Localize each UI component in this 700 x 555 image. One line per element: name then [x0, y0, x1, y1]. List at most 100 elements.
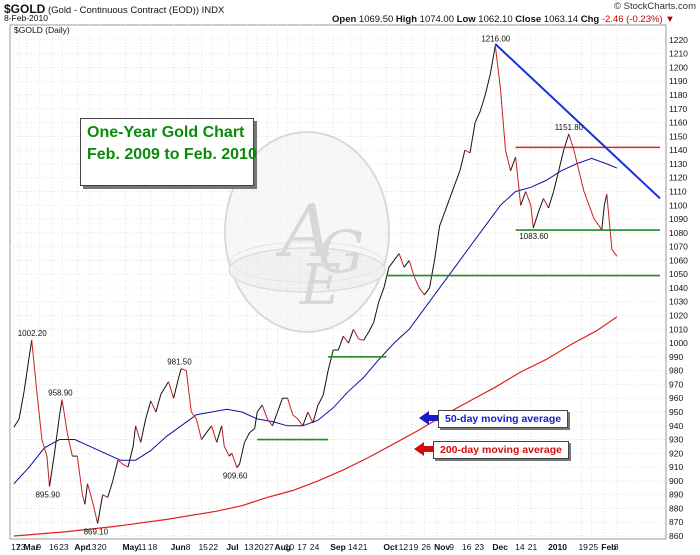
price-annotation: 1151.80 — [555, 123, 584, 132]
price-segment — [444, 198, 451, 213]
symbol-description: (Gold - Continuous Contract (EOD)) — [47, 5, 199, 16]
price-segment — [530, 205, 534, 228]
low-label: Low — [456, 14, 476, 25]
x-tick-label: 17 — [11, 542, 21, 552]
y-tick-label: 930 — [669, 435, 683, 445]
brand-text: © StockCharts.com — [614, 1, 696, 12]
x-tick-label: 13 — [87, 542, 97, 552]
open-value: 1069.50 — [358, 14, 394, 25]
price-annotation: 981.50 — [167, 358, 192, 367]
price-segment — [150, 400, 157, 413]
ma200-arrow-icon — [414, 442, 433, 456]
price-segment — [388, 260, 395, 268]
price-segment — [292, 414, 299, 420]
x-tick-label: 13 — [244, 542, 254, 552]
price-segment — [378, 287, 385, 302]
x-tick-label: 9 — [449, 542, 454, 552]
price-segment — [423, 287, 430, 296]
price-segment — [81, 494, 86, 505]
price-segment — [479, 94, 486, 112]
price-segment — [601, 205, 605, 231]
price-segment — [155, 393, 162, 413]
price-segment — [327, 349, 334, 371]
price-segment — [201, 432, 207, 440]
x-tick-label: Feb — [601, 542, 616, 552]
x-tick-label: 10 — [285, 542, 295, 552]
y-tick-label: 880 — [669, 503, 683, 513]
level-lines — [257, 43, 661, 441]
price-segment — [353, 329, 359, 340]
price-segment — [358, 338, 364, 341]
price-segment — [611, 249, 618, 257]
price-segment — [231, 453, 238, 468]
low-value: 1062.10 — [478, 14, 513, 25]
x-tick-label: 18 — [148, 542, 158, 552]
price-segment — [122, 463, 129, 468]
price-segment — [505, 149, 511, 171]
x-tick-label: Oct — [383, 542, 397, 552]
y-tick-label: 1110 — [669, 186, 687, 196]
x-tick-label: 23 — [59, 542, 69, 552]
y-tick-label: 1200 — [669, 62, 688, 72]
price-segment — [515, 156, 522, 206]
price-segment — [398, 253, 405, 268]
price-segment — [84, 483, 88, 505]
high-label: High — [395, 14, 418, 25]
y-tick-label: 1020 — [669, 311, 688, 321]
price-segment — [160, 381, 169, 395]
x-tick-label: Apr — [74, 542, 89, 552]
price-segment — [322, 370, 329, 396]
price-segment — [383, 267, 390, 289]
price-segment — [373, 301, 380, 323]
price-segment — [583, 191, 590, 206]
close-label: Close — [515, 14, 542, 25]
x-tick-label: 25 — [589, 542, 599, 552]
price-segment — [18, 391, 25, 419]
price-segment — [525, 191, 532, 206]
price-segment — [135, 425, 142, 443]
y-tick-label: 1070 — [669, 242, 688, 252]
y-tick-label: 910 — [669, 462, 683, 472]
price-segment — [76, 456, 83, 495]
price-segment — [558, 149, 565, 171]
x-tick-label: Mar — [24, 542, 40, 552]
price-segment — [23, 356, 30, 392]
ma50-arrow-icon — [419, 411, 438, 425]
price-segment — [510, 156, 517, 171]
y-tick-label: 1080 — [669, 228, 688, 238]
x-tick-label: 23 — [16, 542, 26, 552]
y-tick-label: 1010 — [669, 324, 688, 334]
y-tick-label: 1030 — [669, 297, 688, 307]
y-tick-label: 950 — [669, 407, 683, 417]
x-tick-label: 20 — [97, 542, 107, 552]
y-tick-label: 1090 — [669, 214, 688, 224]
price-segment — [13, 418, 20, 428]
y-tick-label: 970 — [669, 379, 683, 389]
coin-watermark: A G E — [224, 131, 390, 333]
y-tick-label: 1150 — [669, 131, 688, 141]
price-segment — [49, 453, 55, 487]
price-annotation: 1083.60 — [519, 232, 548, 241]
y-tick-label: 990 — [669, 352, 683, 362]
price-segment — [449, 184, 456, 199]
price-segment — [606, 194, 613, 250]
x-tick-label: 20 — [254, 542, 264, 552]
x-tick-label: Nov — [434, 542, 450, 552]
x-tick-label: 12 — [399, 542, 409, 552]
x-tick-label: 24 — [310, 542, 320, 552]
price-segment — [474, 111, 481, 123]
x-tick-label: Jun — [171, 542, 186, 552]
x-tick-label: May — [122, 542, 139, 552]
ma200-callout: 200-day moving average — [433, 441, 569, 459]
price-annotation: 909.60 — [223, 472, 248, 481]
price-segment — [588, 205, 595, 220]
y-tick-label: 1210 — [669, 49, 688, 59]
price-segment — [418, 287, 425, 296]
price-annotation: 895.90 — [35, 491, 60, 500]
price-segment — [87, 483, 93, 502]
price-segment — [223, 446, 230, 457]
price-segment — [434, 225, 441, 261]
x-tick-label: 8 — [614, 542, 619, 552]
stockcharts-brand: © StockCharts.com — [614, 1, 696, 12]
